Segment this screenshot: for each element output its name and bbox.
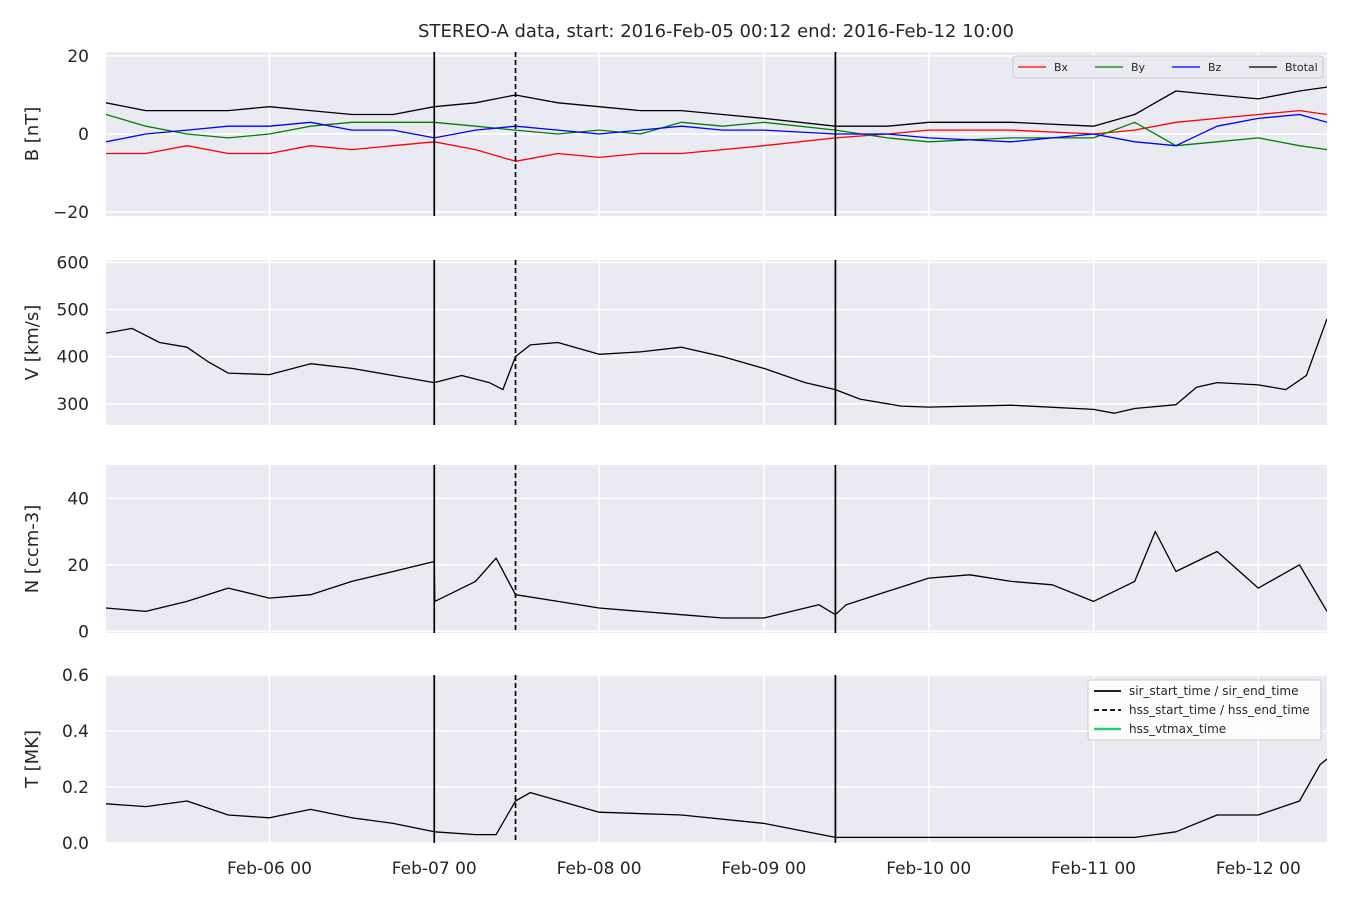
- x-tick-label: Feb-10 00: [886, 859, 971, 879]
- y-tick-label: 500: [57, 301, 89, 321]
- plot-background: [106, 465, 1327, 633]
- series-btotal-line: [106, 86, 1327, 127]
- legend-box: [1012, 55, 1324, 79]
- y-tick-label: 400: [57, 348, 89, 368]
- legend-label-2: hss_vtmax_time: [1129, 722, 1226, 736]
- panel-3: 0.0 0.2 0.4 0.6 T [MK] sir_start_time / sir_e…: [22, 666, 1327, 854]
- x-tick-label: Feb-12 00: [1216, 859, 1301, 879]
- series-bz-line: [106, 113, 1327, 147]
- y-tick-label: 0.0: [62, 834, 89, 854]
- panel-0: −20 0 20 B [nT] Bx By Bz Btotal: [22, 47, 1327, 223]
- t-legend: sir_start_time / sir_end_time hss_start_t…: [1087, 679, 1322, 741]
- y-tick-label: 300: [57, 395, 89, 415]
- legend-label-bz: Bz: [1208, 61, 1222, 74]
- y-tick-label: 0: [78, 125, 89, 145]
- y-tick-label: −20: [53, 203, 89, 223]
- legend-label-bx: Bx: [1054, 61, 1069, 74]
- legend-box: [1087, 679, 1322, 741]
- series-n-line: [106, 530, 1327, 619]
- legend-label-by: By: [1131, 61, 1146, 74]
- legend-label-0: sir_start_time / sir_end_time: [1129, 684, 1299, 698]
- y-tick-label: 0.2: [62, 778, 89, 798]
- legend-label-1: hss_start_time / hss_end_time: [1129, 703, 1310, 717]
- y-tick-label: 0: [78, 622, 89, 642]
- plot-background: [106, 260, 1327, 425]
- panel-2: 0 20 40 N [ccm-3]: [22, 465, 1327, 642]
- y-tick-label: 600: [57, 253, 89, 273]
- y-tick-label: 20: [67, 47, 89, 67]
- y-axis-label: N [ccm-3]: [22, 505, 43, 594]
- panel-1: 300 400 500 600 V [km/s]: [22, 253, 1327, 425]
- y-axis-label: V [km/s]: [22, 305, 43, 380]
- y-tick-label: 0.6: [62, 666, 89, 686]
- x-tick-label: Feb-06 00: [227, 859, 312, 879]
- b-legend: Bx By Bz Btotal: [1012, 55, 1324, 79]
- y-tick-label: 40: [67, 489, 89, 509]
- x-tick-label: Feb-09 00: [721, 859, 806, 879]
- y-axis-label: T [MK]: [22, 730, 43, 789]
- series-t-line: [106, 758, 1327, 839]
- y-axis-label: B [nT]: [22, 107, 43, 162]
- y-tick-label: 20: [67, 556, 89, 576]
- x-tick-label: Feb-07 00: [392, 859, 477, 879]
- y-tick-label: 0.4: [62, 722, 89, 742]
- series-bx-line: [106, 109, 1327, 162]
- legend-label-btotal: Btotal: [1285, 61, 1318, 74]
- x-tick-label: Feb-08 00: [557, 859, 642, 879]
- series-v-line: [106, 318, 1327, 414]
- x-tick-label: Feb-11 00: [1051, 859, 1136, 879]
- figure-title: STEREO-A data, start: 2016-Feb-05 00:12 …: [418, 21, 1014, 42]
